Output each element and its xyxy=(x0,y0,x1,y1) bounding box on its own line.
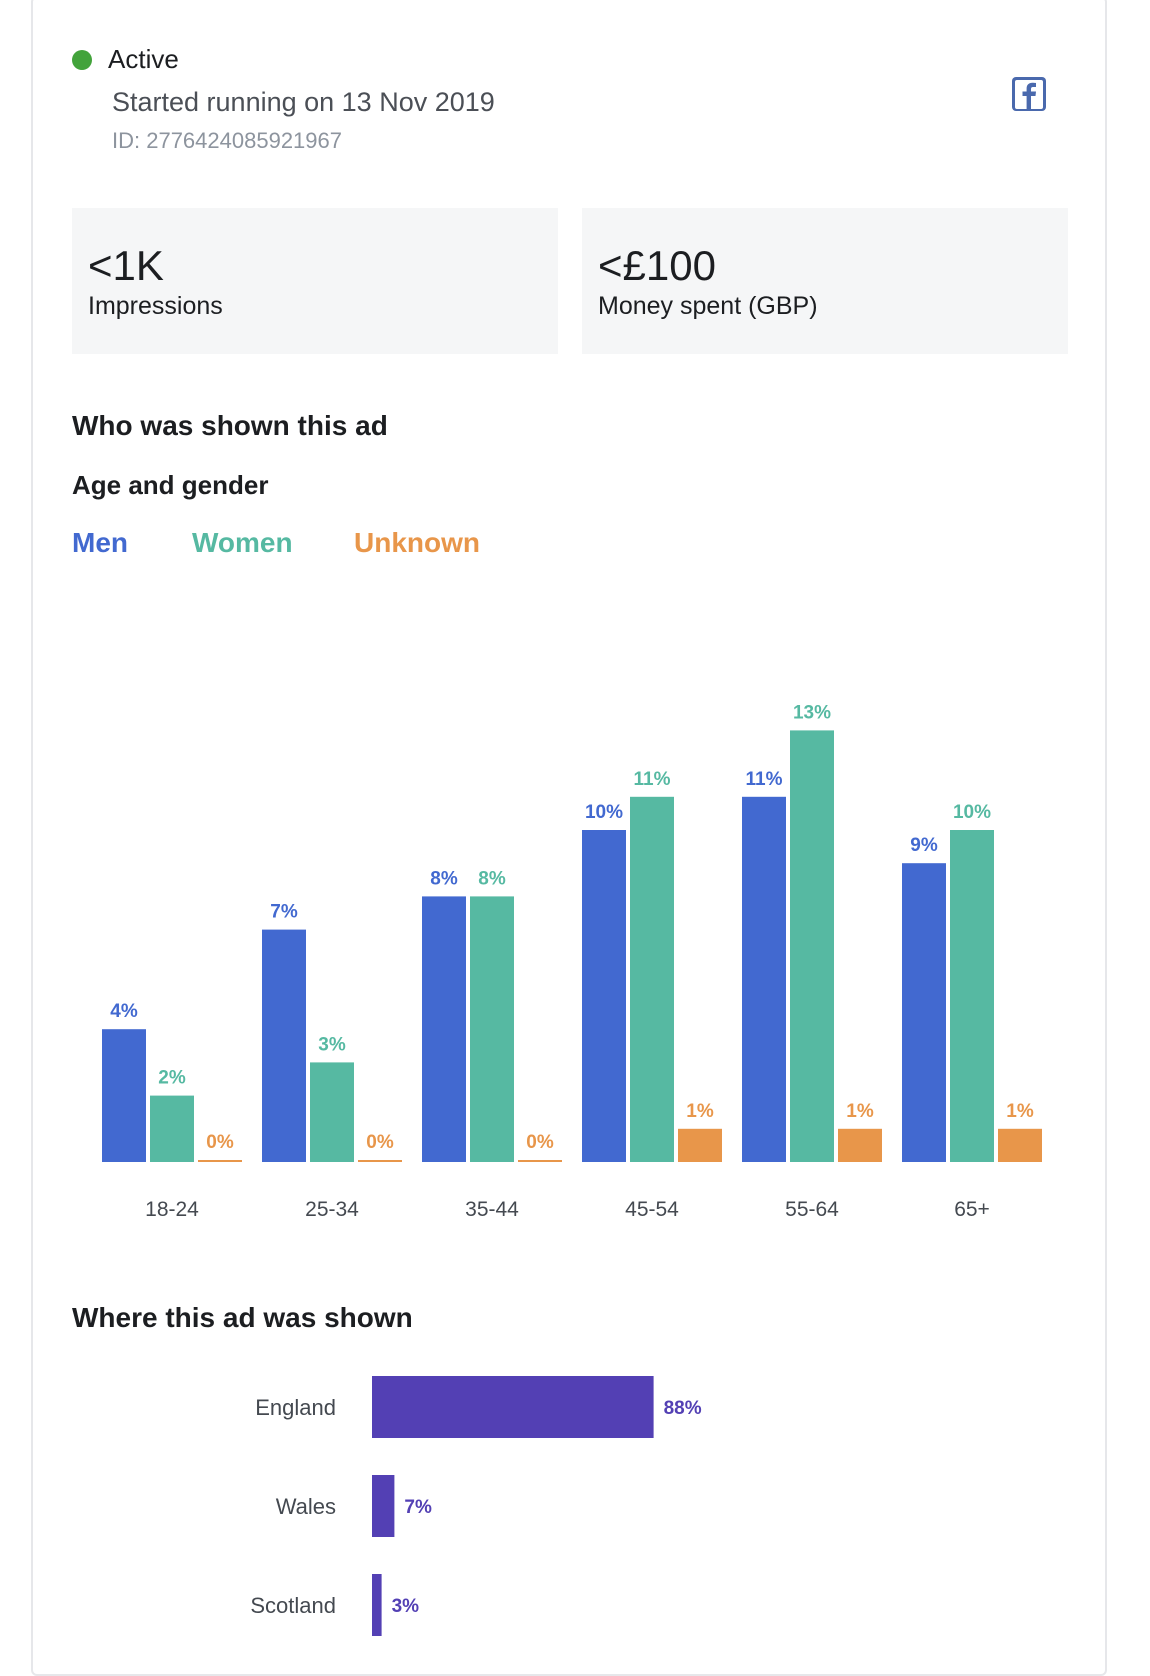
impressions-label: Impressions xyxy=(88,292,223,320)
spend-box: <£100 Money spent (GBP) xyxy=(582,208,1068,354)
bar-label-women-55-64: 13% xyxy=(793,702,831,723)
x-tick-25-34: 25-34 xyxy=(305,1198,359,1221)
x-tick-35-44: 35-44 xyxy=(465,1198,519,1221)
bar-label-women-35-44: 8% xyxy=(478,868,506,889)
age-gender-heading: Age and gender xyxy=(72,470,269,500)
age-gender-chart: 4% 2% 0% 18-24 7% 3% 0% 25-34 8% 8% 0% 35-44 10% 11% 1… xyxy=(102,702,1042,1221)
bar-label-men-35-44: 8% xyxy=(430,868,458,889)
where-heading: Where this ad was shown xyxy=(72,1302,413,1333)
status-dot-icon xyxy=(72,49,92,70)
legend-women[interactable]: Women xyxy=(192,527,293,558)
bar-label-men-45-54: 10% xyxy=(585,802,623,823)
status: Active xyxy=(72,44,179,75)
bar-label-unknown-25-34: 0% xyxy=(366,1132,394,1153)
bar-unknown-65+[interactable] xyxy=(998,1128,1042,1162)
who-heading: Who was shown this ad xyxy=(72,410,388,441)
ad-id: ID: 2776424085921967 xyxy=(112,128,342,153)
bar-label-men-18-24: 4% xyxy=(110,1001,138,1022)
impressions-value: <1K xyxy=(88,242,164,289)
bar-label-women-45-54: 11% xyxy=(634,769,671,790)
bar-men-25-34[interactable] xyxy=(262,929,306,1162)
status-label: Active xyxy=(108,44,179,74)
facebook-icon[interactable] xyxy=(1011,76,1047,112)
bar-label-women-25-34: 3% xyxy=(318,1034,346,1055)
bar-women-65+[interactable] xyxy=(950,830,994,1162)
bar-women-45-54[interactable] xyxy=(630,796,674,1162)
x-tick-45-54: 45-54 xyxy=(625,1198,679,1221)
bar-label-men-25-34: 7% xyxy=(270,902,298,923)
x-tick-65+: 65+ xyxy=(954,1198,990,1221)
spend-value: <£100 xyxy=(598,242,716,289)
bar-label-unknown-18-24: 0% xyxy=(206,1132,234,1153)
bar-women-35-44[interactable] xyxy=(470,896,514,1162)
bar-men-18-24[interactable] xyxy=(102,1029,146,1162)
bar-label-women-18-24: 2% xyxy=(158,1068,186,1089)
bar-label-men-55-64: 11% xyxy=(746,769,783,790)
bar-unknown-18-24[interactable] xyxy=(198,1160,242,1162)
bar-men-45-54[interactable] xyxy=(582,830,626,1162)
bar-unknown-45-54[interactable] xyxy=(678,1128,722,1162)
bar-label-unknown-45-54: 1% xyxy=(686,1101,714,1122)
bar-unknown-25-34[interactable] xyxy=(358,1160,402,1162)
bar-unknown-35-44[interactable] xyxy=(518,1160,562,1162)
legend-men[interactable]: Men xyxy=(72,527,128,558)
x-tick-55-64: 55-64 xyxy=(785,1198,839,1221)
bar-men-35-44[interactable] xyxy=(422,896,466,1162)
legend-unknown[interactable]: Unknown xyxy=(354,527,480,558)
bar-label-men-65+: 9% xyxy=(910,835,938,856)
bar-label-women-65+: 10% xyxy=(953,802,991,823)
bar-label-unknown-55-64: 1% xyxy=(846,1101,874,1122)
x-tick-18-24: 18-24 xyxy=(145,1198,199,1221)
bar-women-25-34[interactable] xyxy=(310,1062,354,1162)
bar-men-55-64[interactable] xyxy=(742,796,786,1162)
bar-women-55-64[interactable] xyxy=(790,730,834,1162)
bar-women-18-24[interactable] xyxy=(150,1095,194,1162)
bar-label-unknown-65+: 1% xyxy=(1006,1101,1034,1122)
bar-unknown-55-64[interactable] xyxy=(838,1128,882,1162)
bar-men-65+[interactable] xyxy=(902,863,946,1162)
start-date: Started running on 13 Nov 2019 xyxy=(112,87,495,117)
spend-label: Money spent (GBP) xyxy=(598,292,818,320)
bar-label-unknown-35-44: 0% xyxy=(526,1132,554,1153)
impressions-box: <1K Impressions xyxy=(72,208,558,354)
